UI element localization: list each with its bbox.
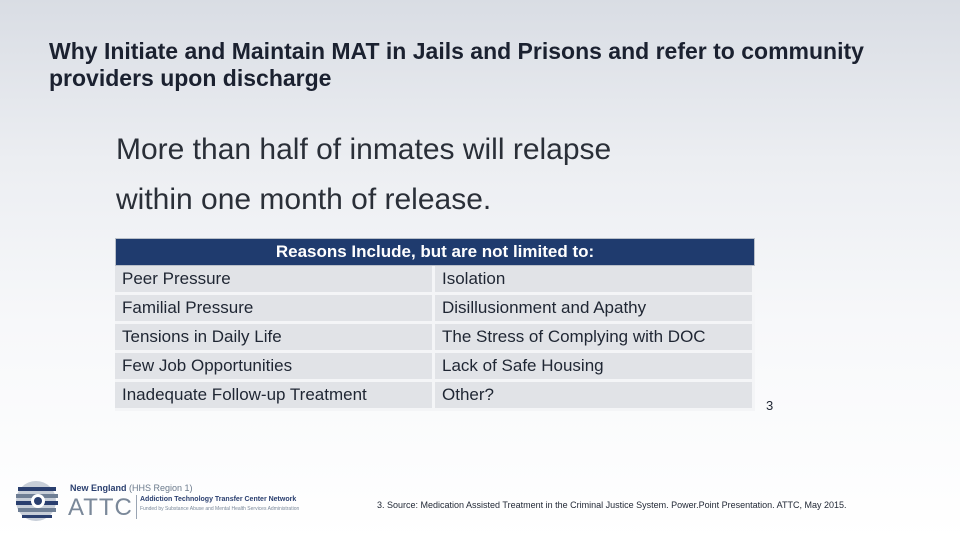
logo-org: New England (HHS Region 1) bbox=[70, 483, 193, 493]
logo-full-name: Addiction Technology Transfer Center Net… bbox=[140, 496, 297, 503]
subtitle-line-2: within one month of release. bbox=[116, 183, 492, 216]
slide-title: Why Initiate and Maintain MAT in Jails a… bbox=[49, 38, 864, 91]
table-cell: Familial Pressure bbox=[115, 295, 435, 324]
table-cell: Isolation bbox=[435, 266, 755, 295]
attc-logo: New England (HHS Region 1) ATTC Addictio… bbox=[14, 478, 304, 524]
table-cell: Disillusionment and Apathy bbox=[435, 295, 755, 324]
slide-number: 3 bbox=[766, 398, 774, 413]
table-row: Few Job Opportunities Lack of Safe Housi… bbox=[115, 353, 755, 382]
table-cell: The Stress of Complying with DOC bbox=[435, 324, 755, 353]
table-header: Reasons Include, but are not limited to: bbox=[115, 238, 755, 266]
logo-tagline: Funded by Substance Abuse and Mental Hea… bbox=[140, 506, 300, 512]
table-header-row: Reasons Include, but are not limited to: bbox=[115, 238, 755, 266]
table-row: Inadequate Follow-up Treatment Other? bbox=[115, 382, 755, 411]
logo-acronym: ATTC bbox=[68, 494, 133, 521]
logo-divider bbox=[136, 495, 137, 519]
subtitle-line-1: More than half of inmates will relapse bbox=[116, 133, 612, 166]
table-cell: Other? bbox=[435, 382, 755, 411]
table-cell: Inadequate Follow-up Treatment bbox=[115, 382, 435, 411]
reasons-table: Reasons Include, but are not limited to:… bbox=[115, 238, 755, 411]
table-row: Tensions in Daily Life The Stress of Com… bbox=[115, 324, 755, 353]
table-cell: Few Job Opportunities bbox=[115, 353, 435, 382]
table-row: Familial Pressure Disillusionment and Ap… bbox=[115, 295, 755, 324]
table-cell: Lack of Safe Housing bbox=[435, 353, 755, 382]
attc-globe-icon bbox=[16, 481, 58, 521]
table-cell: Tensions in Daily Life bbox=[115, 324, 435, 353]
source-footnote: 3. Source: Medication Assisted Treatment… bbox=[377, 500, 847, 510]
table-row: Peer Pressure Isolation bbox=[115, 266, 755, 295]
table-cell: Peer Pressure bbox=[115, 266, 435, 295]
